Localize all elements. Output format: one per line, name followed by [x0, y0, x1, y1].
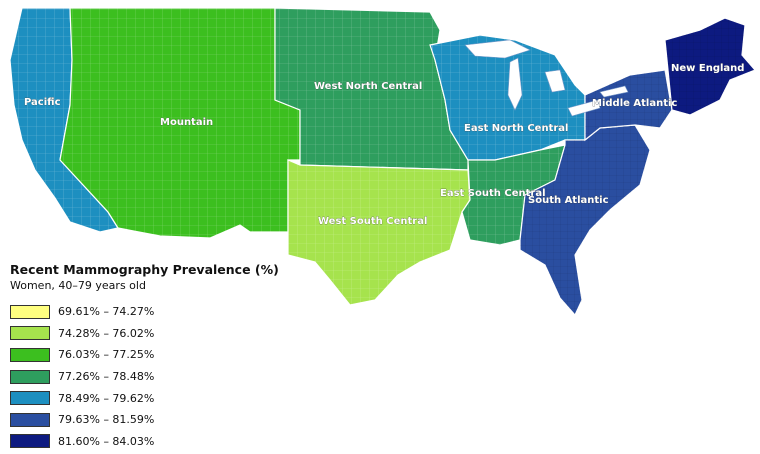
- legend-swatch: [10, 412, 50, 427]
- legend-label: 69.61% – 74.27%: [58, 305, 155, 319]
- map-legend: Recent Mammography Prevalence (%) Women,…: [10, 262, 310, 452]
- legend-title: Recent Mammography Prevalence (%): [10, 262, 279, 277]
- legend-item: 78.49% – 79.62%: [10, 387, 310, 409]
- legend-label: 77.26% – 78.48%: [58, 370, 155, 384]
- legend-item: 69.61% – 74.27%: [10, 301, 310, 323]
- legend-item: 76.03% – 77.25%: [10, 344, 310, 366]
- legend-label: 76.03% – 77.25%: [58, 348, 155, 362]
- region-labels: Pacific Mountain West North Central West…: [24, 63, 745, 227]
- label-new-england: New England: [671, 63, 744, 74]
- legend-swatch: [10, 304, 50, 319]
- label-west-north-central: West North Central: [314, 81, 422, 92]
- legend-item: 79.63% – 81.59%: [10, 409, 310, 431]
- great-lakes: [464, 39, 629, 117]
- legend-subtitle: Women, 40–79 years old: [10, 279, 146, 292]
- label-middle-atlantic: Middle Atlantic: [592, 98, 677, 109]
- legend-item: 81.60% – 84.03%: [10, 431, 310, 453]
- legend-swatch: [10, 347, 50, 362]
- legend-item: 74.28% – 76.02%: [10, 323, 310, 345]
- legend-swatch: [10, 369, 50, 384]
- label-south-atlantic: South Atlantic: [528, 195, 609, 206]
- legend-swatch: [10, 434, 50, 449]
- legend-swatch: [10, 326, 50, 341]
- label-pacific: Pacific: [24, 97, 61, 108]
- legend-label: 74.28% – 76.02%: [58, 326, 155, 340]
- label-east-north-central: East North Central: [464, 123, 568, 134]
- legend-label: 78.49% – 79.62%: [58, 391, 155, 405]
- legend-item: 77.26% – 78.48%: [10, 366, 310, 388]
- label-west-south-central: West South Central: [318, 216, 427, 227]
- legend-swatch: [10, 391, 50, 406]
- label-east-south-central: East South Central: [440, 188, 546, 199]
- label-mountain: Mountain: [160, 117, 213, 128]
- region-west-south-central: [287, 159, 471, 306]
- legend-label: 79.63% – 81.59%: [58, 413, 155, 427]
- legend-label: 81.60% – 84.03%: [58, 434, 155, 448]
